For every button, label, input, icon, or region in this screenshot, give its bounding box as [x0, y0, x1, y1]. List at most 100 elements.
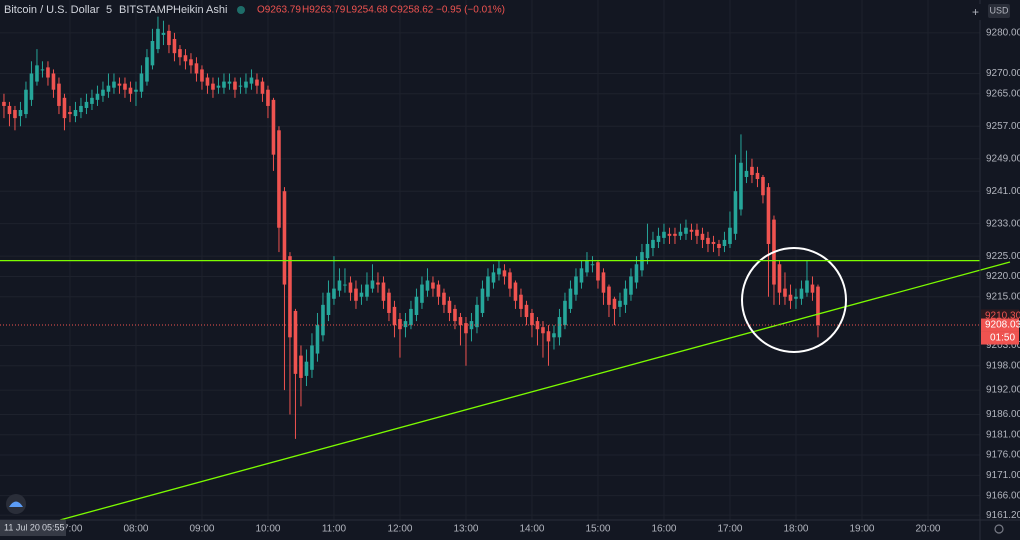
y-tick-label: 9233.00 — [986, 218, 1020, 229]
candle-body — [183, 55, 188, 62]
cursor-time-box — [0, 520, 66, 536]
candle-body — [7, 105, 12, 115]
candle-body — [722, 239, 727, 246]
y-tick-label: 9249.00 — [986, 153, 1020, 164]
candle-body — [563, 300, 567, 326]
candle-body — [684, 227, 688, 234]
candle-body — [618, 300, 622, 307]
candle-body — [678, 231, 683, 236]
candle-body — [733, 191, 738, 234]
candle-body — [414, 296, 419, 316]
candle-body — [244, 81, 248, 88]
candle-body — [299, 355, 303, 378]
currency[interactable]: USD — [989, 5, 1009, 15]
candle-body — [310, 345, 314, 370]
ohlc-close: C9258.62 — [390, 5, 434, 16]
x-tick-label: 16:00 — [651, 524, 676, 535]
add-button[interactable]: + — [972, 5, 979, 19]
candle-body — [18, 110, 23, 117]
candle-body — [447, 300, 452, 313]
candle-body — [816, 286, 820, 326]
candle-body — [810, 284, 815, 293]
interval[interactable]: 5 — [106, 4, 112, 16]
currency-box[interactable] — [988, 4, 1010, 18]
ohlc-low: L9254.68 — [346, 5, 388, 16]
price-tag: 9208.03 — [985, 320, 1020, 331]
candle-body — [546, 331, 551, 342]
candle-body — [178, 49, 182, 58]
candle-body — [288, 256, 292, 338]
candle-body — [502, 270, 507, 277]
candle-body — [524, 304, 529, 318]
candle-body — [673, 233, 677, 236]
candle-body — [194, 63, 199, 74]
candle-body — [13, 110, 17, 119]
y-tick-label: 9241.00 — [986, 186, 1020, 197]
exchange: BITSTAMP — [119, 4, 173, 16]
candle-body — [766, 187, 771, 244]
candle-body — [579, 268, 584, 283]
candle-body — [695, 229, 699, 236]
ohlc-change: −0.95 (−0.01%) — [436, 5, 505, 16]
candle-body — [337, 280, 342, 291]
cursor-date: 11 Jul 20 — [4, 522, 40, 532]
candle-body — [689, 229, 694, 232]
candle-body — [249, 77, 254, 84]
symbol: Bitcoin / U.S. Dollar — [4, 4, 100, 16]
y-tick-label: 9176.00 — [986, 450, 1020, 461]
y-tick-label: 9161.20 — [986, 510, 1020, 521]
y-tick-label: 9265.00 — [986, 88, 1020, 99]
x-tick-label: 10:00 — [255, 524, 280, 535]
candle-body — [728, 227, 732, 244]
candle-body — [134, 89, 138, 92]
candle-body — [552, 333, 556, 338]
candle-body — [35, 65, 39, 82]
axes: 9280.00 9270.00 9265.00 9257.00 9249.00 9241.… — [57, 28, 1020, 535]
candle-body — [612, 298, 617, 309]
candle-body — [805, 280, 809, 293]
candle-body — [788, 294, 793, 301]
candle-body — [783, 288, 787, 297]
candle-body — [629, 276, 633, 295]
candle-body — [24, 89, 28, 115]
candle-body — [62, 97, 67, 119]
candle-body — [255, 79, 259, 86]
y-tick-label: 9166.00 — [986, 490, 1020, 501]
candle-body — [381, 282, 386, 301]
x-tick-label: 12:00 — [387, 524, 412, 535]
candle-body — [519, 294, 523, 309]
candle-body — [387, 292, 391, 313]
candle-body — [436, 284, 441, 297]
candle-body — [530, 312, 534, 326]
candle-body — [453, 308, 457, 322]
candle-body — [326, 292, 331, 316]
candle-body — [266, 89, 270, 106]
cursor-time: 05:55 — [42, 522, 65, 532]
candle-body — [491, 272, 496, 283]
ohlc-high: H9263.79 — [302, 5, 346, 16]
x-tick-label: 13:00 — [453, 524, 478, 535]
x-tick-label: 08:00 — [123, 524, 148, 535]
price-tag-box — [981, 318, 1019, 332]
candle-body — [139, 73, 144, 92]
ohlc-open: O9263.79 — [257, 5, 301, 16]
status-dot — [237, 6, 245, 14]
x-tick-label: 18:00 — [783, 524, 808, 535]
candle-body — [128, 87, 133, 94]
candle-body — [700, 233, 705, 240]
chart-style[interactable]: Heikin Ashi — [173, 4, 227, 16]
candle-body — [480, 288, 485, 313]
x-tick-label: 15:00 — [585, 524, 610, 535]
candle-body — [794, 296, 798, 299]
candle-body — [464, 323, 468, 334]
candle-body — [40, 69, 45, 71]
candle-body — [431, 282, 435, 289]
candle-body — [717, 243, 721, 249]
candle-body — [68, 112, 72, 115]
candle-body — [161, 32, 166, 35]
candle-body — [95, 93, 100, 100]
y-tick-label: 9270.00 — [986, 68, 1020, 79]
settings-button[interactable] — [994, 524, 1004, 534]
candle-body — [172, 38, 177, 54]
candle-body — [200, 69, 204, 82]
